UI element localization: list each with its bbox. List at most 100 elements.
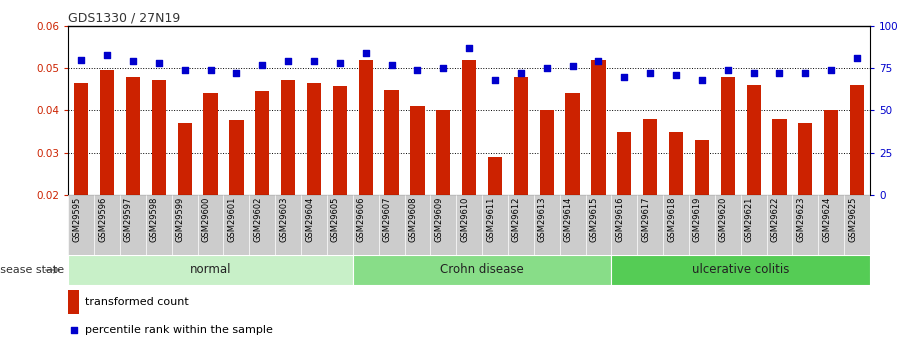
Point <box>281 59 295 64</box>
Point <box>850 55 865 61</box>
Point <box>487 77 502 83</box>
Text: GSM29617: GSM29617 <box>641 197 650 242</box>
Bar <box>566 93 579 195</box>
Bar <box>514 77 528 195</box>
Text: GSM29612: GSM29612 <box>512 197 521 242</box>
Point <box>230 70 244 76</box>
Bar <box>255 91 270 195</box>
Bar <box>638 195 663 255</box>
Bar <box>844 195 870 255</box>
Point <box>384 62 399 68</box>
Bar <box>198 195 223 255</box>
Point <box>358 50 373 56</box>
Bar <box>379 195 404 255</box>
Bar <box>301 195 327 255</box>
Bar <box>436 110 450 195</box>
Bar <box>275 195 301 255</box>
Point <box>74 57 88 62</box>
Text: GSM29619: GSM29619 <box>693 197 701 242</box>
Bar <box>178 123 192 195</box>
Point <box>126 59 140 64</box>
Bar <box>611 195 638 255</box>
Bar <box>353 255 611 285</box>
Bar <box>773 119 786 195</box>
Point <box>566 64 580 69</box>
Text: GSM29608: GSM29608 <box>408 197 417 242</box>
Text: Crohn disease: Crohn disease <box>440 264 524 276</box>
Bar <box>223 195 250 255</box>
Text: GSM29614: GSM29614 <box>564 197 573 242</box>
Point <box>333 60 347 66</box>
Point <box>203 67 218 72</box>
Text: GSM29605: GSM29605 <box>331 197 340 242</box>
Text: GSM29616: GSM29616 <box>615 197 624 242</box>
Text: GSM29596: GSM29596 <box>98 197 107 242</box>
Bar <box>559 195 586 255</box>
Text: GSM29598: GSM29598 <box>149 197 159 242</box>
Bar <box>689 195 715 255</box>
Bar <box>591 60 606 195</box>
Text: GSM29618: GSM29618 <box>667 197 676 242</box>
Bar <box>534 195 559 255</box>
Text: GSM29597: GSM29597 <box>124 197 133 242</box>
Point <box>307 59 322 64</box>
Bar <box>68 255 353 285</box>
Bar <box>539 110 554 195</box>
Text: GSM29607: GSM29607 <box>383 197 392 242</box>
Point <box>255 62 270 68</box>
Text: GSM29602: GSM29602 <box>253 197 262 242</box>
Bar <box>818 195 844 255</box>
Bar <box>307 83 321 195</box>
Point <box>824 67 838 72</box>
Text: GSM29611: GSM29611 <box>486 197 495 242</box>
Bar <box>456 195 482 255</box>
Text: ulcerative colitis: ulcerative colitis <box>692 264 790 276</box>
Bar <box>281 80 295 195</box>
Bar <box>410 106 425 195</box>
Bar <box>152 80 166 195</box>
Bar <box>746 85 761 195</box>
Bar <box>333 86 347 195</box>
Text: GSM29600: GSM29600 <box>201 197 210 242</box>
Bar <box>741 195 766 255</box>
Bar <box>384 90 399 195</box>
Bar <box>430 195 456 255</box>
Text: GSM29595: GSM29595 <box>72 197 81 242</box>
Text: GSM29615: GSM29615 <box>589 197 599 242</box>
Point <box>539 66 554 71</box>
Text: disease state: disease state <box>0 265 64 275</box>
Text: GSM29610: GSM29610 <box>460 197 469 242</box>
Point <box>746 70 761 76</box>
Point <box>617 74 631 79</box>
Bar <box>250 195 275 255</box>
Point <box>591 59 606 64</box>
Point <box>436 66 451 71</box>
Bar <box>618 131 631 195</box>
Bar <box>766 195 793 255</box>
Bar <box>643 119 658 195</box>
Bar <box>462 60 476 195</box>
Text: GSM29624: GSM29624 <box>823 197 831 242</box>
Bar <box>488 157 502 195</box>
Bar <box>100 70 114 195</box>
Point <box>721 67 735 72</box>
Point <box>643 70 658 76</box>
Bar <box>793 195 818 255</box>
Point <box>178 67 192 72</box>
Point <box>669 72 683 78</box>
Bar <box>669 131 683 195</box>
Point <box>514 70 528 76</box>
Point <box>462 45 476 51</box>
Bar <box>353 195 379 255</box>
Bar <box>482 195 508 255</box>
Bar <box>126 77 140 195</box>
Point <box>798 70 813 76</box>
Bar <box>230 120 243 195</box>
Bar <box>721 77 735 195</box>
Bar <box>404 195 430 255</box>
Bar <box>94 195 120 255</box>
Text: GSM29609: GSM29609 <box>435 197 444 242</box>
Bar <box>359 60 373 195</box>
Text: GSM29622: GSM29622 <box>771 197 780 242</box>
Text: GSM29603: GSM29603 <box>279 197 288 242</box>
